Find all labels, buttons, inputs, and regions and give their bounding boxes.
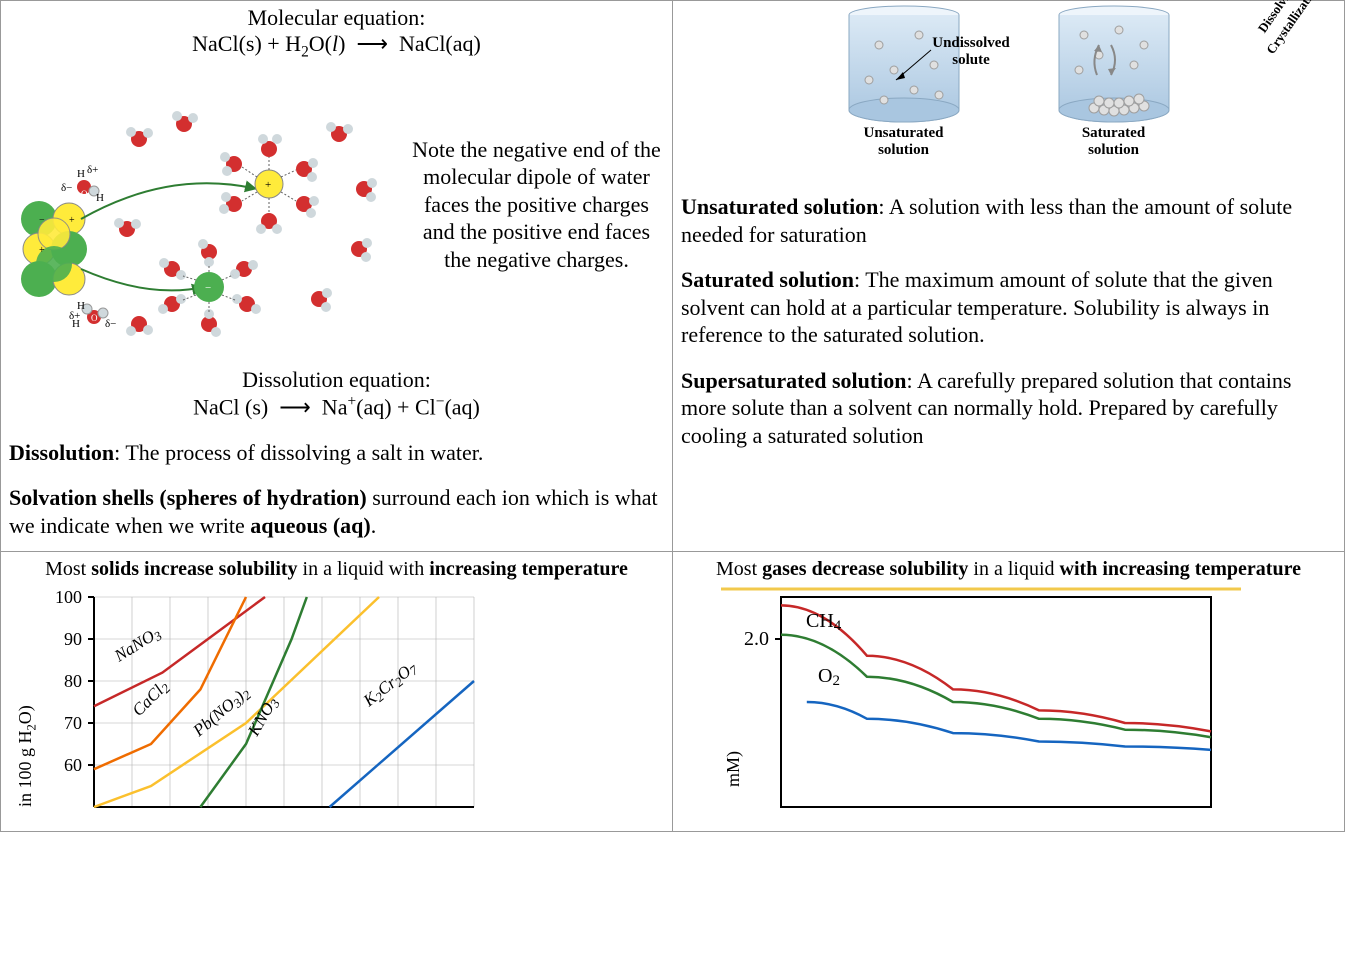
svg-text:NaNO3: NaNO3 [110, 623, 165, 668]
svg-text:+: + [265, 179, 271, 191]
svg-text:2.0: 2.0 [744, 628, 769, 650]
dissolution-definition: Dissolution: The process of dissolving a… [9, 439, 664, 467]
content-grid: Molecular equation: NaCl(s) + H2O(l) ⟶ N… [0, 0, 1345, 832]
svg-text:80: 80 [64, 671, 82, 691]
cell-saturation: Unsaturatedsolution Undissolvedsolute [673, 1, 1345, 552]
unsaturated-definition: Unsaturated solution: A solution with le… [681, 193, 1336, 248]
unsaturated-term: Unsaturated solution [681, 194, 878, 219]
gases-chart-title: Most gases decrease solubility in a liqu… [681, 558, 1336, 581]
svg-text:O: O [81, 189, 88, 199]
solvation-svg: + + − H δ+ H δ− O H [9, 69, 399, 339]
svg-text:CH4: CH4 [806, 610, 842, 634]
solids-chart: in 100 g H2O) 60708090100NaNO3CaCl2Pb(NO… [9, 587, 664, 823]
solids-ylabel: in 100 g H2O) [15, 705, 40, 807]
undissolved-arrow-icon [891, 25, 941, 95]
nacl-lattice-icon: + + − [21, 201, 87, 297]
cell-gases-chart: Most gases decrease solubility in a liqu… [673, 552, 1345, 832]
water-label-top: H δ+ H δ− O [61, 164, 104, 204]
arrow-to-cl-icon [81, 269, 204, 290]
saturated-definition: Saturated solution: The maximum amount o… [681, 266, 1336, 349]
svg-text:O2: O2 [818, 665, 840, 689]
svg-text:70: 70 [64, 713, 82, 733]
svg-text:δ−: δ− [61, 182, 72, 194]
svg-text:δ+: δ+ [69, 310, 80, 322]
supersaturated-definition: Supersaturated solution: A carefully pre… [681, 367, 1336, 450]
solids-chart-svg: 60708090100NaNO3CaCl2Pb(NO3)2KNO3K2Cr2O7 [9, 587, 509, 817]
unsaturated-caption: Unsaturatedsolution [839, 125, 969, 159]
saturated-beaker-icon [1049, 5, 1179, 125]
svg-text:−: − [39, 215, 45, 226]
svg-text:H: H [77, 168, 85, 180]
svg-text:+: + [69, 215, 75, 226]
aqueous-term: aqueous (aq) [250, 513, 370, 538]
svg-text:90: 90 [64, 629, 82, 649]
svg-text:K2Cr2O7: K2Cr2O7 [359, 657, 421, 712]
dipole-note: Note the negative end of the molecular d… [409, 136, 664, 274]
beaker-diagram: Unsaturatedsolution Undissolvedsolute [681, 5, 1336, 175]
svg-text:+: + [39, 245, 45, 256]
svg-text:CaCl2: CaCl2 [128, 676, 173, 721]
gases-ylabel: mM) [723, 751, 744, 787]
svg-text:H: H [96, 192, 104, 204]
svg-text:δ−: δ− [105, 318, 116, 330]
water-label-bottom: H H O δ− δ+ [69, 300, 116, 330]
svg-text:O: O [91, 313, 98, 323]
svg-text:δ+: δ+ [87, 164, 98, 176]
cell-solids-chart: Most solids increase solubility in a liq… [1, 552, 673, 832]
svg-text:−: − [205, 282, 211, 294]
saturated-caption: Saturatedsolution [1049, 125, 1179, 159]
dissolution-equation: NaCl (s) ⟶ Na+(aq) + Cl−(aq) [9, 393, 664, 420]
hydrated-cl-icon: − [158, 239, 261, 337]
cell-dissolution: Molecular equation: NaCl(s) + H2O(l) ⟶ N… [1, 1, 673, 552]
gases-chart-svg: 2.0 CH4 O2 [681, 587, 1241, 817]
saturated-term: Saturated solution [681, 267, 854, 292]
solvation-term: Solvation shells (spheres of hydration) [9, 485, 367, 510]
dissolution-term: Dissolution [9, 440, 114, 465]
solvation-definition: Solvation shells (spheres of hydration) … [9, 484, 664, 539]
solvation-diagram: + + − H δ+ H δ− O H [9, 69, 399, 339]
supersaturated-term: Supersaturated solution [681, 368, 907, 393]
dissolution-equation-label: Dissolution equation: [9, 367, 664, 393]
molecular-equation-label: Molecular equation: [9, 5, 664, 31]
molecular-equation: NaCl(s) + H2O(l) ⟶ NaCl(aq) [9, 31, 664, 61]
svg-text:60: 60 [64, 755, 82, 775]
svg-text:100: 100 [55, 587, 82, 607]
gases-chart: mM) 2.0 CH4 O2 [681, 587, 1336, 823]
solids-chart-title: Most solids increase solubility in a liq… [9, 558, 664, 581]
